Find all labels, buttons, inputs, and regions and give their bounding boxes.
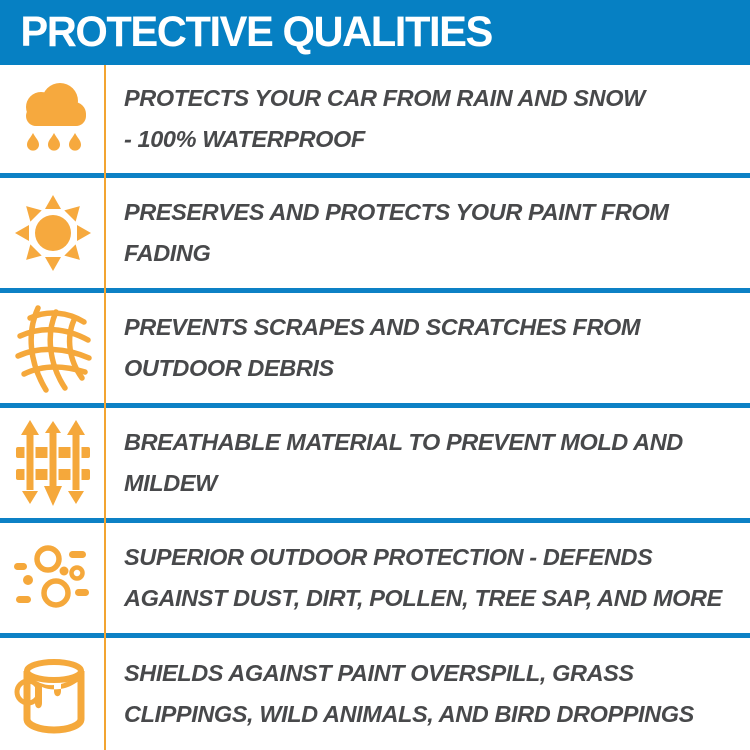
rain-cloud-icon <box>25 83 86 151</box>
feature-line: SHIELDS AGAINST PAINT OVERSPILL, GRASS <box>124 660 634 686</box>
sun-icon <box>14 195 91 271</box>
feature-line: AGAINST DUST, DIRT, POLLEN, TREE SAP, AN… <box>124 585 722 611</box>
icon-cell <box>0 75 105 163</box>
feature-row-waterproof: PROTECTS YOUR CAR FROM RAIN AND SNOW - 1… <box>0 65 750 178</box>
paint-bucket-icon <box>14 659 84 734</box>
feature-row-outdoor-protection: SUPERIOR OUTDOOR PROTECTION - DEFENDS AG… <box>0 523 750 638</box>
feature-line: BREATHABLE MATERIAL TO PREVENT MOLD AND <box>124 429 683 455</box>
feature-line: PROTECTS YOUR CAR FROM RAIN AND SNOW <box>124 85 645 111</box>
feature-line: PRESERVES AND PROTECTS YOUR PAINT FROM <box>124 199 669 225</box>
feature-line: FADING <box>124 240 211 266</box>
feature-row-breathable: BREATHABLE MATERIAL TO PREVENT MOLD AND … <box>0 408 750 523</box>
feature-line: - 100% WATERPROOF <box>124 126 365 152</box>
feature-text: PRESERVES AND PROTECTS YOUR PAINT FROM F… <box>105 192 675 274</box>
dust-particles-icon <box>13 545 89 608</box>
feature-row-scratches: PREVENTS SCRAPES AND SCRATCHES FROM OUTD… <box>0 293 750 408</box>
icon-cell <box>0 302 105 394</box>
feature-text: SHIELDS AGAINST PAINT OVERSPILL, GRASS C… <box>105 653 700 735</box>
feature-text: PREVENTS SCRAPES AND SCRATCHES FROM OUTD… <box>105 307 646 389</box>
icon-cell <box>0 419 105 507</box>
feature-rows: PROTECTS YOUR CAR FROM RAIN AND SNOW - 1… <box>0 65 750 750</box>
feature-line: PREVENTS SCRAPES AND SCRATCHES FROM <box>124 314 641 340</box>
feature-row-fading: PRESERVES AND PROTECTS YOUR PAINT FROM F… <box>0 178 750 293</box>
icon-cell <box>0 651 105 737</box>
vertical-orange-divider <box>104 65 106 750</box>
feature-line: OUTDOOR DEBRIS <box>124 355 334 381</box>
feature-text: BREATHABLE MATERIAL TO PREVENT MOLD AND … <box>105 422 689 504</box>
feature-text: SUPERIOR OUTDOOR PROTECTION - DEFENDS AG… <box>105 537 728 619</box>
net-icon <box>14 305 92 393</box>
feature-text: PROTECTS YOUR CAR FROM RAIN AND SNOW - 1… <box>105 78 651 160</box>
icon-cell <box>0 193 105 273</box>
header-bar: PROTECTIVE QUALITIES <box>0 0 750 65</box>
feature-line: MILDEW <box>124 470 217 496</box>
feature-row-shields: SHIELDS AGAINST PAINT OVERSPILL, GRASS C… <box>0 638 750 750</box>
breathable-arrows-icon <box>15 420 90 506</box>
feature-line: SUPERIOR OUTDOOR PROTECTION - DEFENDS <box>124 544 653 570</box>
icon-cell <box>0 545 105 611</box>
feature-line: CLIPPINGS, WILD ANIMALS, AND BIRD DROPPI… <box>124 701 694 727</box>
page-title: PROTECTIVE QUALITIES <box>20 8 493 56</box>
